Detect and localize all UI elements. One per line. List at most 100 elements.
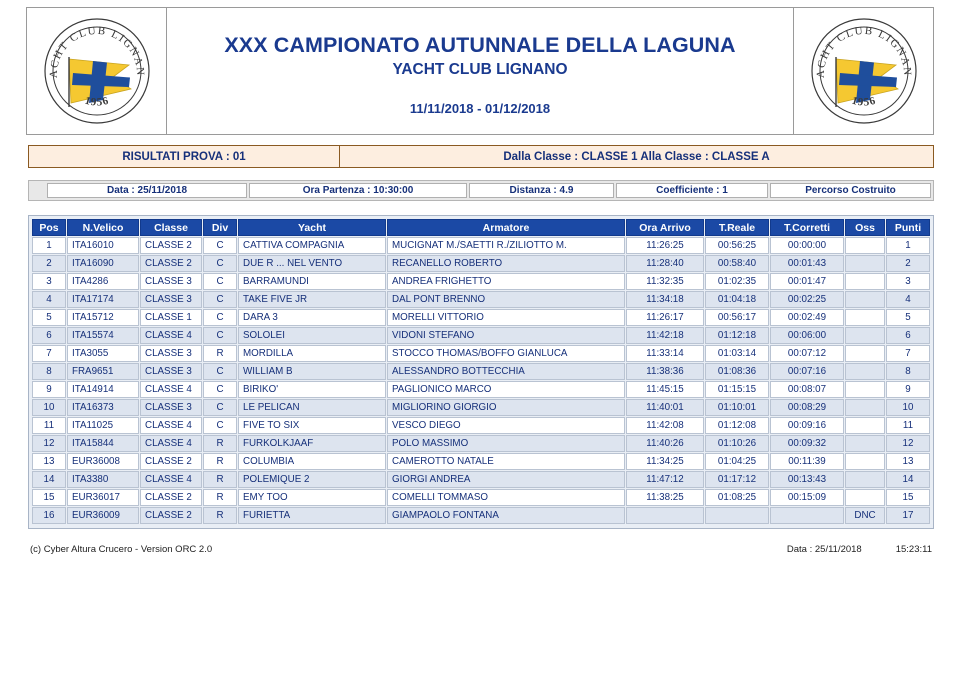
cell-classe: CLASSE 2 [140, 507, 202, 524]
race-start-time: Ora Partenza : 10:30:00 [249, 183, 467, 198]
column-header-classe[interactable]: Classe [140, 219, 202, 236]
cell-yacht: TAKE FIVE JR [238, 291, 386, 308]
cell-classe: CLASSE 2 [140, 489, 202, 506]
cell-tempo-corretto: 00:02:49 [770, 309, 844, 326]
cell-yacht: COLUMBIA [238, 453, 386, 470]
cell-tempo-corretto: 00:07:12 [770, 345, 844, 362]
column-header-oss[interactable]: Oss [845, 219, 885, 236]
cell-div: C [203, 309, 237, 326]
race-date: Data : 25/11/2018 [47, 183, 247, 198]
cell-classe: CLASSE 3 [140, 273, 202, 290]
cell-oss [845, 345, 885, 362]
footer-copyright: (c) Cyber Altura Crucero - Version ORC 2… [30, 544, 213, 555]
column-header-div[interactable]: Div [203, 219, 237, 236]
cell-tempo-corretto: 00:01:43 [770, 255, 844, 272]
cell-punti: 13 [886, 453, 930, 470]
cell-punti: 5 [886, 309, 930, 326]
cell-div: R [203, 453, 237, 470]
race-info-bar: Data : 25/11/2018 Ora Partenza : 10:30:0… [28, 180, 934, 201]
cell-div: R [203, 435, 237, 452]
table-row[interactable]: 3 ITA4286 CLASSE 3 C BARRAMUNDI ANDREA FRIGHE… [32, 273, 930, 290]
table-row[interactable]: 5 ITA15712 CLASSE 1 C DARA 3 MORELLI VITTORIO… [32, 309, 930, 326]
cell-punti: 10 [886, 399, 930, 416]
column-header-punti[interactable]: Punti [886, 219, 930, 236]
cell-pos: 1 [32, 237, 66, 254]
footer-date: Data : 25/11/2018 [786, 544, 862, 555]
column-header-arrivo[interactable]: Ora Arrivo [626, 219, 704, 236]
cell-velico: ITA15844 [67, 435, 139, 452]
cell-ora-arrivo: 11:40:26 [626, 435, 704, 452]
race-coefficient: Coefficiente : 1 [616, 183, 768, 198]
cell-ora-arrivo: 11:38:36 [626, 363, 704, 380]
cell-ora-arrivo: 11:40:01 [626, 399, 704, 416]
table-row[interactable]: 16 EUR36009 CLASSE 2 R FURIETTA GIAMPAOLO FON… [32, 507, 930, 524]
cell-yacht: FURKOLKJAAF [238, 435, 386, 452]
cell-pos: 16 [32, 507, 66, 524]
cell-tempo-reale: 00:58:40 [705, 255, 769, 272]
cell-armatore: COMELLI TOMMASO [387, 489, 625, 506]
cell-classe: CLASSE 2 [140, 453, 202, 470]
cell-tempo-corretto: 00:11:39 [770, 453, 844, 470]
cell-oss [845, 489, 885, 506]
cell-armatore: ANDREA FRIGHETTO [387, 273, 625, 290]
table-row[interactable]: 1 ITA16010 CLASSE 2 C CATTIVA COMPAGNIA MUCIG… [32, 237, 930, 254]
table-row[interactable]: 8 FRA9651 CLASSE 3 C WILLIAM B ALESSANDRO BOT… [32, 363, 930, 380]
table-row[interactable]: 13 EUR36008 CLASSE 2 R COLUMBIA CAMEROTTO NAT… [32, 453, 930, 470]
table-row[interactable]: 10 ITA16373 CLASSE 3 C LE PELICAN MIGLIORINO … [32, 399, 930, 416]
cell-tempo-corretto: 00:15:09 [770, 489, 844, 506]
cell-classe: CLASSE 4 [140, 471, 202, 488]
cell-classe: CLASSE 1 [140, 309, 202, 326]
cell-punti: 12 [886, 435, 930, 452]
cell-yacht: SOLOLEI [238, 327, 386, 344]
table-row[interactable]: 14 ITA3380 CLASSE 4 R POLEMIQUE 2 GIORGI ANDR… [32, 471, 930, 488]
cell-tempo-reale: 01:08:36 [705, 363, 769, 380]
cell-tempo-reale: 00:56:25 [705, 237, 769, 254]
cell-punti: 17 [886, 507, 930, 524]
cell-armatore: POLO MASSIMO [387, 435, 625, 452]
table-row[interactable]: 15 EUR36017 CLASSE 2 R EMY TOO COMELLI TOMMAS… [32, 489, 930, 506]
cell-velico: ITA15712 [67, 309, 139, 326]
cell-pos: 4 [32, 291, 66, 308]
table-row[interactable]: 4 ITA17174 CLASSE 3 C TAKE FIVE JR DAL PONT B… [32, 291, 930, 308]
column-header-armatore[interactable]: Armatore [387, 219, 625, 236]
cell-oss [845, 273, 885, 290]
cell-div: R [203, 471, 237, 488]
cell-tempo-corretto: 00:09:32 [770, 435, 844, 452]
cell-ora-arrivo: 11:32:35 [626, 273, 704, 290]
table-row[interactable]: 6 ITA15574 CLASSE 4 C SOLOLEI VIDONI STEFANO 1… [32, 327, 930, 344]
cell-ora-arrivo: 11:42:18 [626, 327, 704, 344]
cell-div: C [203, 381, 237, 398]
cell-armatore: VIDONI STEFANO [387, 327, 625, 344]
table-row[interactable]: 2 ITA16090 CLASSE 2 C DUE R ... NEL VENTO REC… [32, 255, 930, 272]
cell-tempo-reale: 01:17:12 [705, 471, 769, 488]
cell-punti: 4 [886, 291, 930, 308]
race-info-spacer [31, 183, 47, 198]
table-row[interactable]: 11 ITA11025 CLASSE 4 C FIVE TO SIX VESCO DIEG… [32, 417, 930, 434]
cell-velico: ITA3380 [67, 471, 139, 488]
column-header-pos[interactable]: Pos [32, 219, 66, 236]
cell-yacht: MORDILLA [238, 345, 386, 362]
cell-ora-arrivo: 11:42:08 [626, 417, 704, 434]
column-header-velico[interactable]: N.Velico [67, 219, 139, 236]
column-header-corretti[interactable]: T.Corretti [770, 219, 844, 236]
cell-div: C [203, 255, 237, 272]
column-header-reale[interactable]: T.Reale [705, 219, 769, 236]
cell-tempo-reale: 01:10:26 [705, 435, 769, 452]
column-header-yacht[interactable]: Yacht [238, 219, 386, 236]
table-row[interactable]: 7 ITA3055 CLASSE 3 R MORDILLA STOCCO THOMAS/B… [32, 345, 930, 362]
cell-velico: EUR36017 [67, 489, 139, 506]
cell-yacht: DUE R ... NEL VENTO [238, 255, 386, 272]
cell-armatore: DAL PONT BRENNO [387, 291, 625, 308]
cell-velico: ITA4286 [67, 273, 139, 290]
table-row[interactable]: 12 ITA15844 CLASSE 4 R FURKOLKJAAF POLO MASSI… [32, 435, 930, 452]
cell-tempo-corretto [770, 507, 844, 524]
cell-oss [845, 471, 885, 488]
race-distance: Distanza : 4.9 [469, 183, 614, 198]
cell-yacht: EMY TOO [238, 489, 386, 506]
cell-classe: CLASSE 3 [140, 399, 202, 416]
cell-tempo-reale: 01:03:14 [705, 345, 769, 362]
cell-yacht: BIRIKO' [238, 381, 386, 398]
table-row[interactable]: 9 ITA14914 CLASSE 4 C BIRIKO' PAGLIONICO MARC… [32, 381, 930, 398]
cell-yacht: FURIETTA [238, 507, 386, 524]
